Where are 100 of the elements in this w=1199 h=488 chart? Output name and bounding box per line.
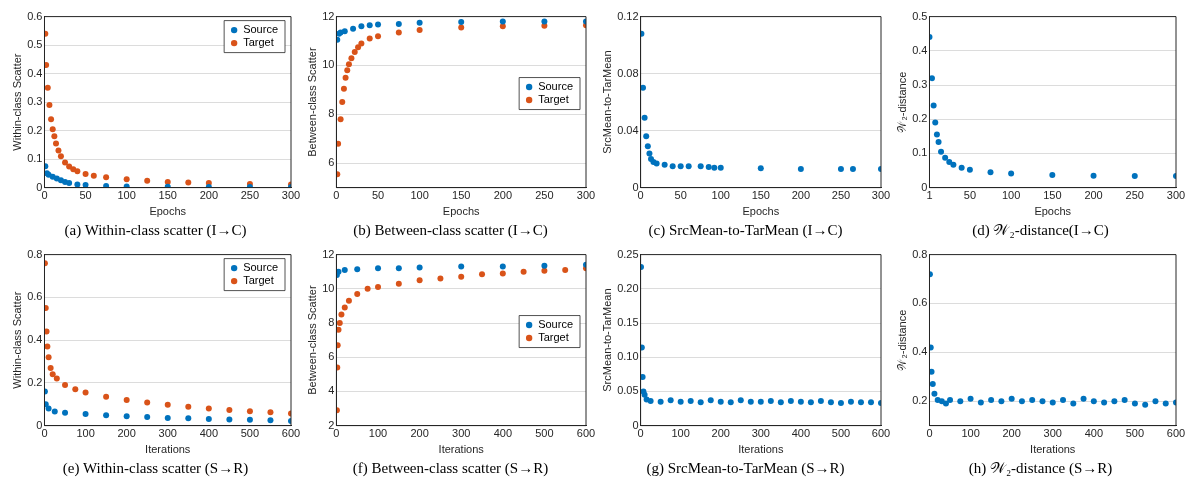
x-tick-label: 600 [576,427,596,440]
x-tick-label: 100 [117,189,136,202]
x-tick-label: 150 [1043,189,1062,202]
x-tick-label: 500 [1125,427,1145,440]
x-tick-label: 100 [76,427,95,440]
x-tick-label: 100 [368,427,388,440]
x-axis-title: Epochs [742,205,780,218]
x-axis-title: Epochs [149,205,187,218]
text: (b) Between-class scatter (I→C) [352,221,549,240]
x-tick-label: 250 [1125,189,1144,202]
x-tick-label: 50 [371,189,385,202]
y-tick-label: 0.6 [27,9,43,22]
x-tick-label: 400 [493,427,512,440]
y-tick-label: 0.5 [912,9,928,22]
y-tick-label: 12 [322,9,335,22]
y-tick-label: 0.4 [27,66,43,79]
y-axis-title: SrcMean-to-TarMean [600,50,613,154]
x-tick-label: 150 [158,189,177,202]
x-tick-label: 300 [281,189,301,202]
x-tick-label: 250 [831,189,851,202]
y-axis-title: Within-class Scatter [10,291,23,389]
x-axis-title: Epochs [1034,205,1072,218]
y-tick-label: 0.3 [27,95,43,108]
x-tick-label: 300 [751,427,770,440]
y-tick-label: 8 [328,316,335,329]
text: (e) Within-class scatter (S→R) [61,459,250,478]
x-tick-label: 250 [240,189,260,202]
x-tick-label: 500 [831,427,851,440]
y-tick-label: 0.12 [617,9,639,22]
legend-label: Source [538,318,574,331]
x-tick-label: 500 [535,427,554,440]
y-tick-label: 0.4 [27,333,43,346]
y-tick-label: 0.04 [617,123,639,136]
legend-label: Target [538,93,569,106]
y-tick-label: 0.2 [27,375,43,388]
y-tick-label: 0.2 [912,112,928,125]
y-tick-label: 2 [328,418,335,431]
x-tick-label: 300 [1043,427,1062,440]
y-tick-label: 0 [632,180,639,193]
text: (a) Within-class scatter (I→C) [63,221,248,240]
y-tick-label: 0 [632,418,639,431]
legend-label: Target [538,331,569,344]
y-axis-title: Between-class Scatter [305,47,318,157]
x-tick-label: 300 [452,427,471,440]
y-tick-label: 6 [328,350,335,363]
y-tick-label: 0 [36,180,43,193]
legend-label: Target [243,36,274,49]
y-tick-label: 0.2 [912,394,928,407]
x-tick-label: 200 [791,189,811,202]
y-axis-title: 𝒲₂-distance [895,71,908,133]
text: (f) Between-class scatter (S→R) [351,459,550,478]
text: (h) 𝒲₂-distance (S→R) [967,459,1114,478]
x-tick-label: 400 [1084,427,1104,440]
x-tick-label: 200 [1084,189,1103,202]
x-tick-label: 600 [281,427,301,440]
text: (d) 𝒲₂-distance(I→C) [971,221,1110,240]
y-tick-label: 0.3 [912,78,928,91]
y-axis-title: SrcMean-to-TarMean [600,288,613,392]
x-tick-label: 250 [535,189,554,202]
x-tick-label: 100 [410,189,429,202]
x-tick-label: 400 [791,427,811,440]
y-tick-label: 0.05 [617,384,639,397]
x-tick-label: 1 [926,189,933,202]
x-tick-label: 300 [158,427,177,440]
x-axis-title: Iterations [438,443,485,456]
x-tick-label: 50 [963,189,977,202]
y-tick-label: 0 [36,418,43,431]
y-tick-label: 10 [322,281,335,294]
y-tick-label: 0.8 [27,247,43,260]
x-tick-label: 100 [1001,189,1021,202]
legend-label: Source [538,80,574,93]
legend-label: Source [243,261,279,274]
x-tick-label: 100 [711,189,730,202]
x-tick-label: 50 [674,189,687,202]
y-tick-label: 4 [328,384,335,397]
legend-label: Target [243,274,274,287]
x-tick-label: 100 [961,427,980,440]
x-tick-label: 400 [199,427,219,440]
x-axis-title: Iterations [738,443,784,456]
x-tick-label: 300 [871,189,891,202]
x-tick-label: 200 [493,189,512,202]
y-tick-label: 0.1 [912,146,928,159]
x-axis-title: Iterations [145,443,191,456]
y-tick-label: 0.1 [27,152,43,165]
y-tick-label: 0.5 [27,38,43,51]
y-tick-label: 0.25 [617,247,639,260]
x-tick-label: 200 [410,427,429,440]
y-axis-title: Between-class Scatter [305,285,318,395]
y-tick-label: 12 [322,247,335,260]
y-tick-label: 10 [322,58,335,71]
x-tick-label: 150 [751,189,770,202]
y-tick-label: 0 [921,180,928,193]
y-tick-label: 0.15 [617,316,639,329]
y-tick-label: 0.08 [617,66,639,79]
x-tick-label: 200 [1002,427,1021,440]
x-tick-label: 50 [79,189,92,202]
x-axis-title: Epochs [442,205,481,218]
x-tick-label: 200 [117,427,136,440]
text: (c) SrcMean-to-TarMean (I→C) [647,221,844,240]
x-tick-label: 200 [199,189,219,202]
